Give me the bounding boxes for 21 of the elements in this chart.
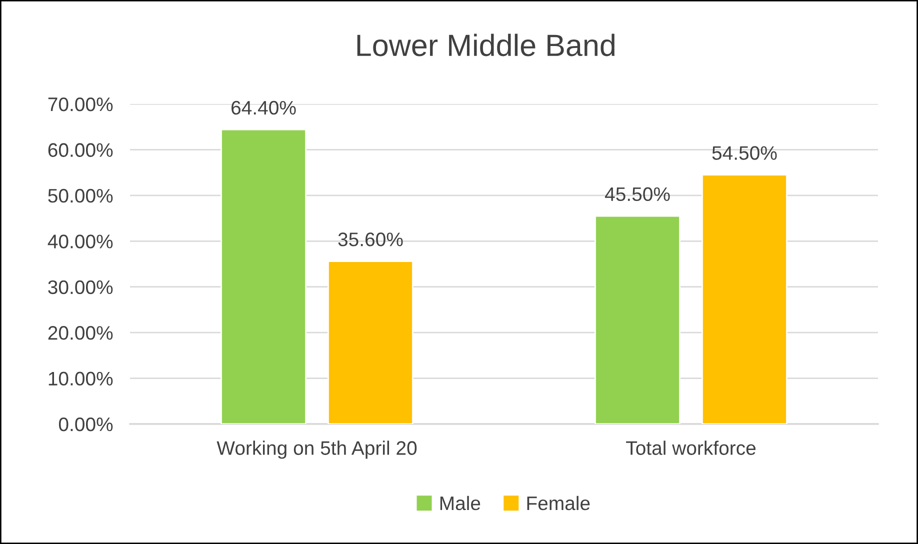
y-tick-label: 60.00% <box>48 143 113 157</box>
x-tick-label: Total workforce <box>626 440 756 455</box>
y-tick-label: 30.00% <box>48 280 113 294</box>
x-tick-label: Working on 5th April 20 <box>216 440 417 459</box>
data-label: 45.50% <box>604 187 670 202</box>
data-label: 64.40% <box>232 100 296 115</box>
data-label: 35.60% <box>338 232 403 246</box>
y-tick-label: 10.00% <box>48 372 113 386</box>
y-tick-label: 40.00% <box>48 234 113 248</box>
y-tick-label: 0.00% <box>58 417 113 432</box>
bar <box>328 260 414 424</box>
y-tick-label: 20.00% <box>48 326 113 340</box>
data-label: 54.50% <box>712 146 777 160</box>
chart-title: Lower Middle Band <box>357 34 614 56</box>
legend-label: Male <box>440 496 480 510</box>
bar <box>702 174 788 424</box>
bar <box>594 215 680 424</box>
bar <box>220 128 306 424</box>
legend-label: Female <box>527 496 590 510</box>
y-tick-label: 70.00% <box>48 97 113 112</box>
y-tick-label: 50.00% <box>48 188 113 203</box>
